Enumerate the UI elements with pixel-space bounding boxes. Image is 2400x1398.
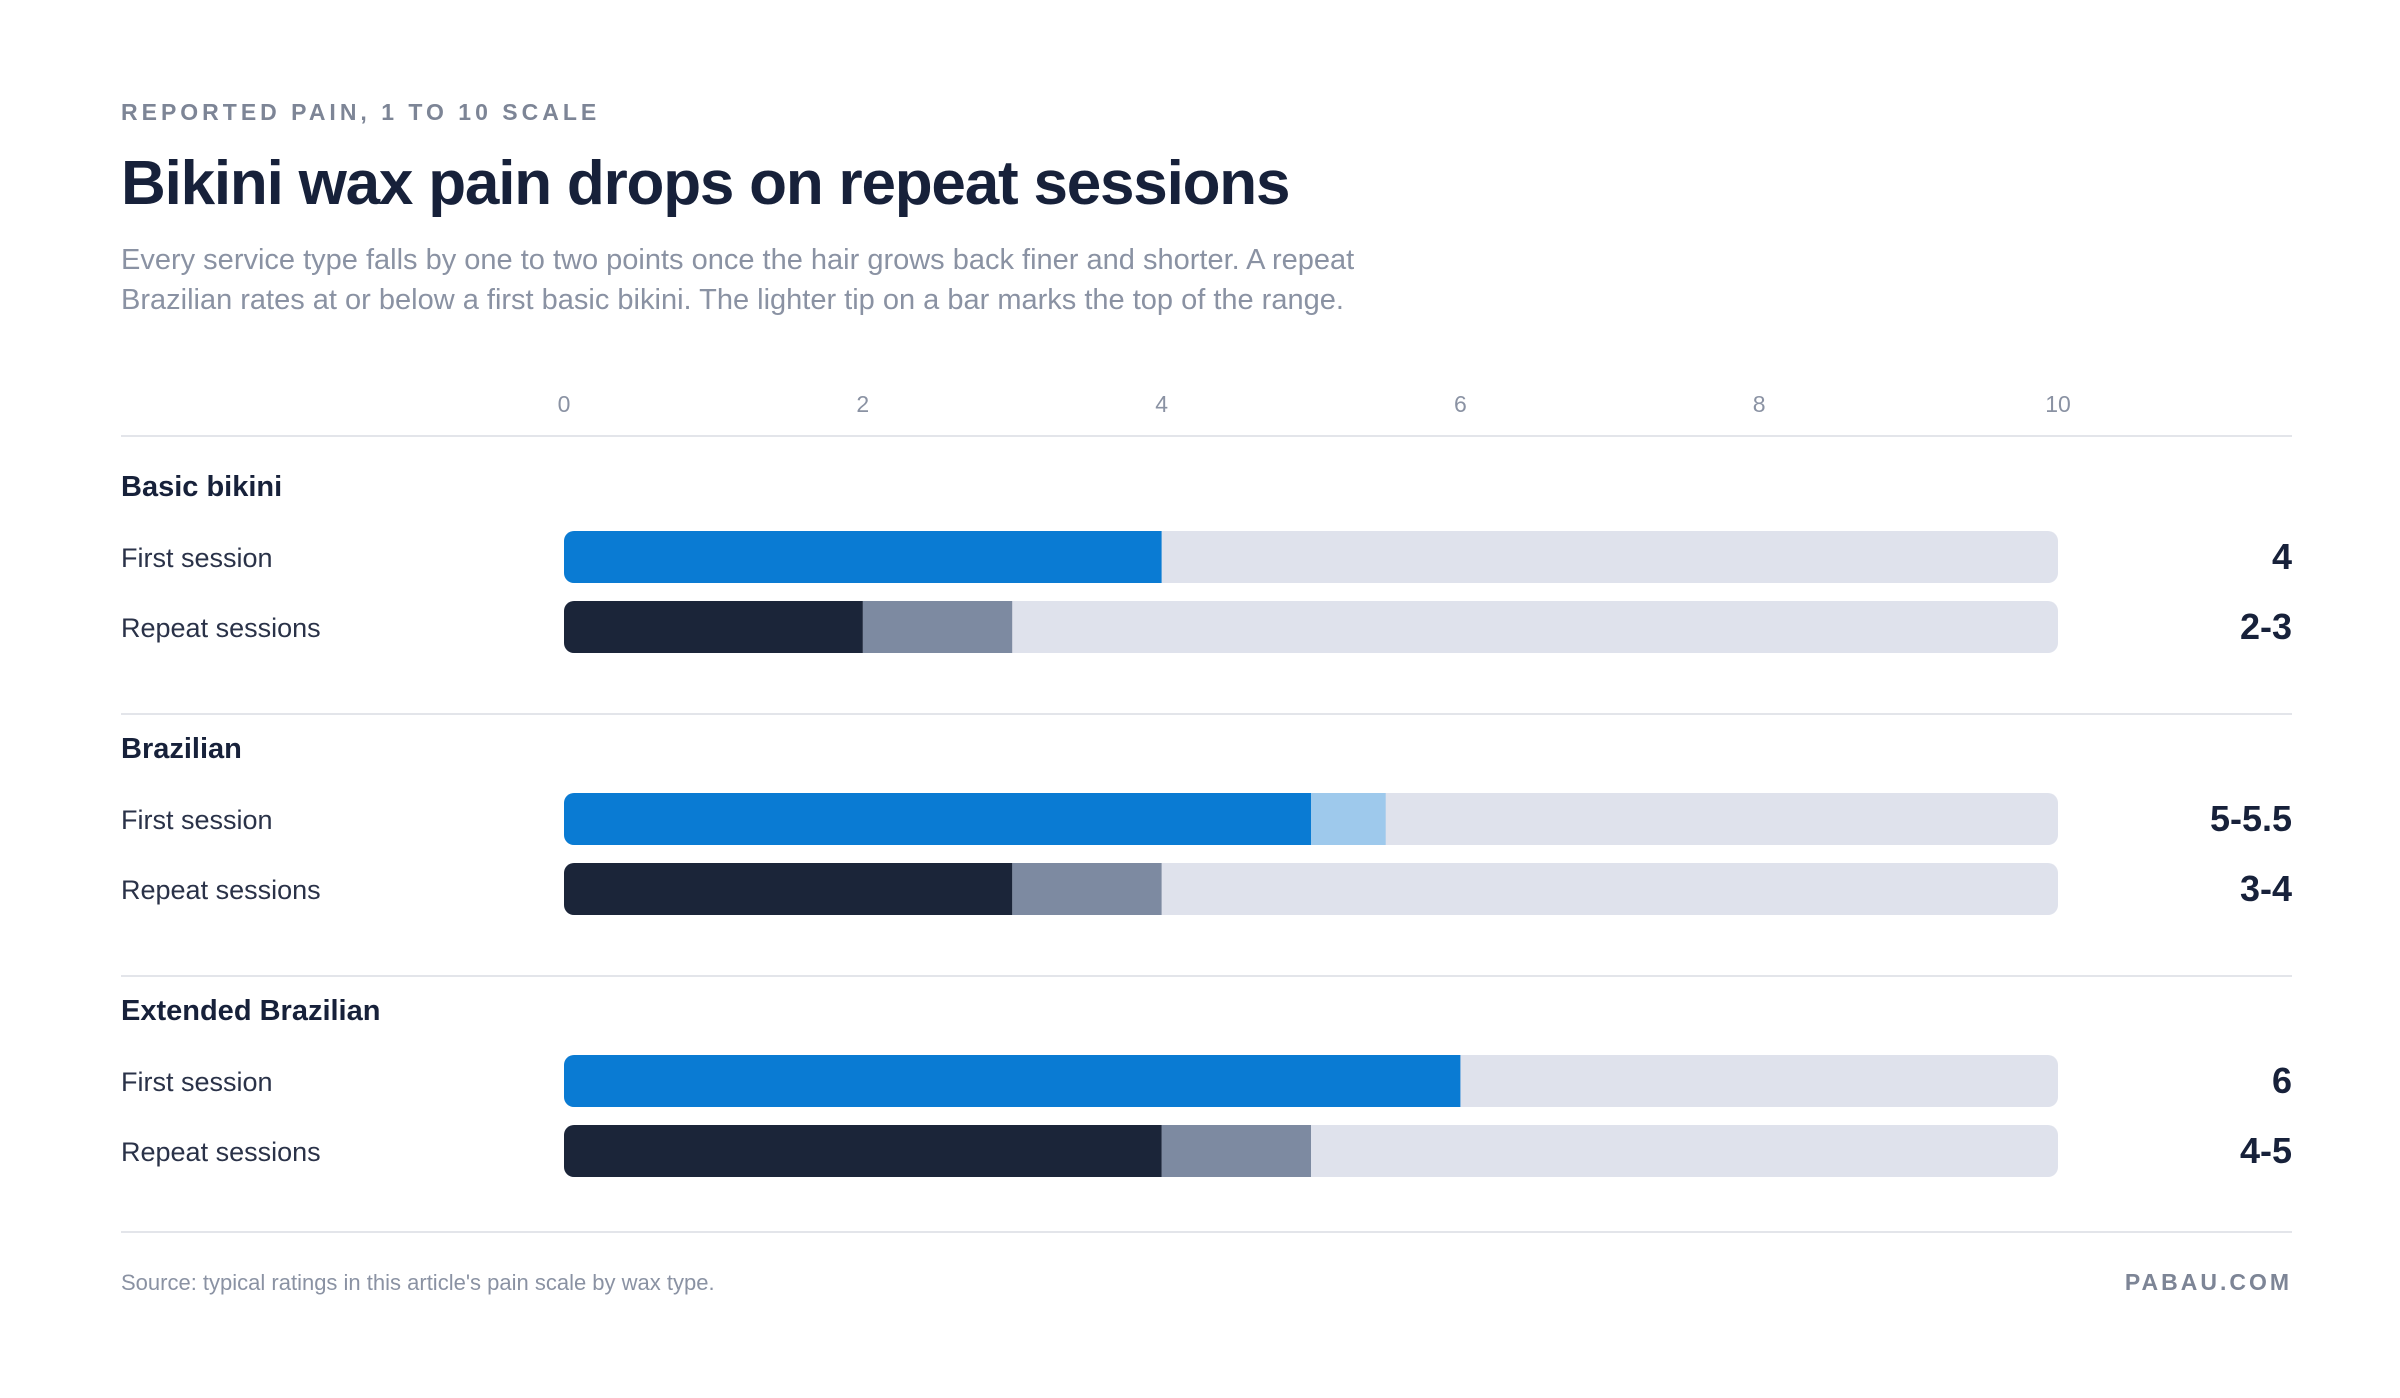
row-label: Repeat sessions (121, 613, 321, 643)
x-tick-label: 4 (1155, 391, 1168, 417)
row-label: First session (121, 1067, 273, 1097)
bar-repeat-sessions (564, 1125, 1162, 1177)
bar-range-tip (1311, 793, 1386, 845)
group-title: Basic bikini (121, 471, 282, 503)
bar-repeat-sessions (564, 863, 1012, 915)
bar-group (564, 601, 1012, 653)
bar-first-session (564, 793, 1311, 845)
x-tick-label: 2 (856, 391, 869, 417)
bar-group (564, 1125, 1311, 1177)
data-label: 5-5.5 (2210, 798, 2292, 839)
data-label: 3-4 (2240, 868, 2292, 909)
x-tick-label: 8 (1753, 391, 1766, 417)
x-tick-label: 6 (1454, 391, 1467, 417)
x-tick-label: 10 (2045, 391, 2071, 417)
bar-group (564, 531, 1162, 583)
data-label: 4-5 (2240, 1130, 2292, 1171)
bar-range-tip (1012, 863, 1161, 915)
bar-range-tip (1162, 1125, 1311, 1177)
data-label: 4 (2272, 536, 2292, 577)
row-label: First session (121, 805, 273, 835)
x-tick-label: 0 (558, 391, 571, 417)
footer-brand: PABAU.COM (2125, 1269, 2292, 1296)
group-title: Brazilian (121, 733, 242, 765)
row-label: Repeat sessions (121, 1137, 321, 1167)
bar-repeat-sessions (564, 601, 863, 653)
bar-first-session (564, 531, 1162, 583)
bar-group (564, 1055, 1460, 1107)
row-label: Repeat sessions (121, 875, 321, 905)
group-title: Extended Brazilian (121, 995, 380, 1027)
data-label: 6 (2272, 1060, 2292, 1101)
row-label: First session (121, 543, 273, 573)
bar-group (564, 793, 1386, 845)
data-label: 2-3 (2240, 606, 2292, 647)
bar-range-tip (863, 601, 1012, 653)
bar-group (564, 863, 1162, 915)
bar-first-session (564, 1055, 1460, 1107)
footer-source: Source: typical ratings in this article'… (121, 1270, 715, 1296)
